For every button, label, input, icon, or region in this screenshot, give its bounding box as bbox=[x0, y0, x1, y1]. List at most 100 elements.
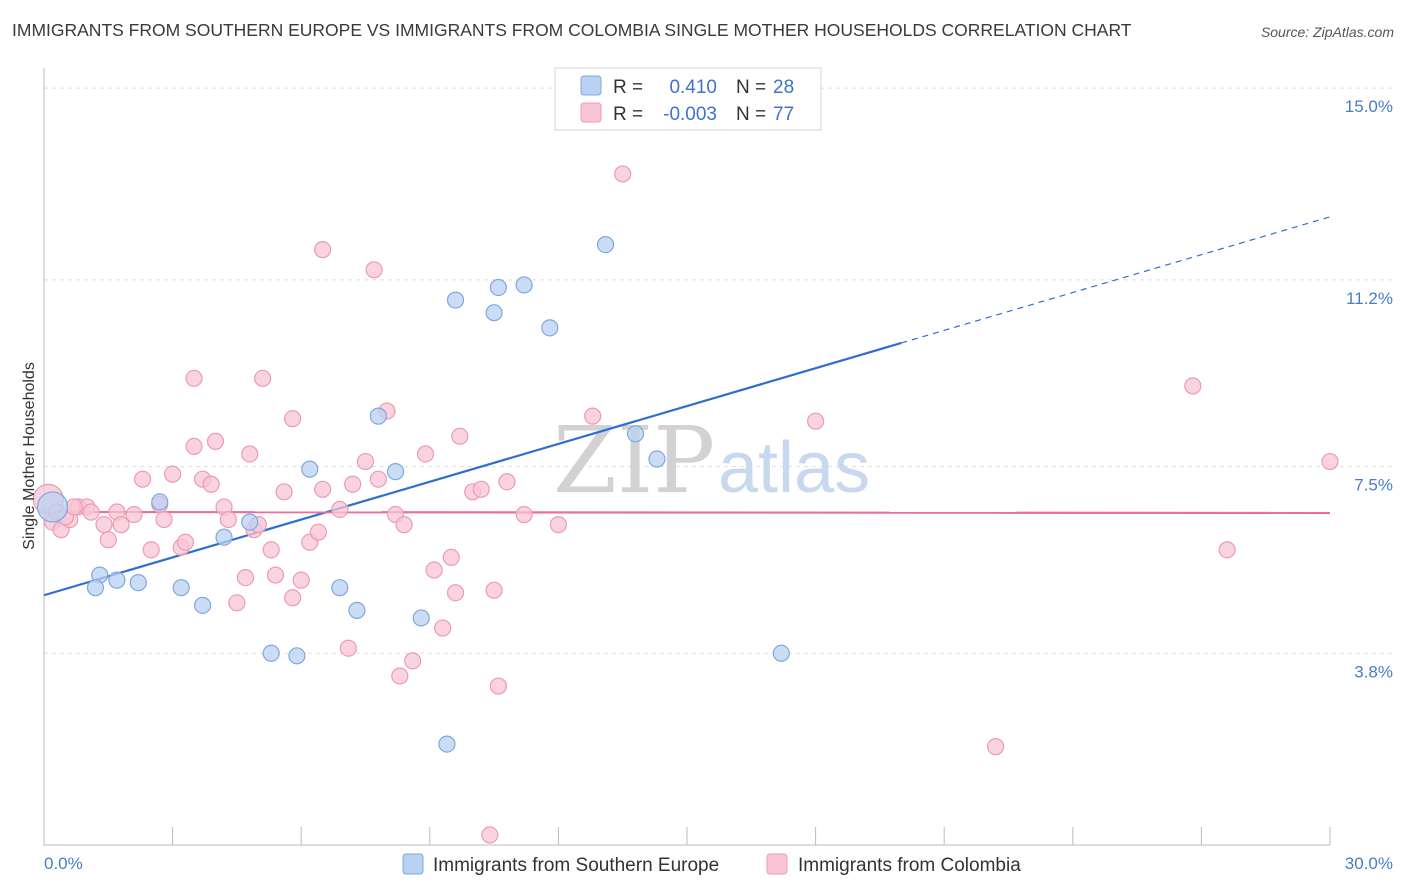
data-point bbox=[262, 644, 280, 662]
series-colombia-points bbox=[32, 165, 1339, 844]
data-point bbox=[404, 652, 422, 670]
legend-bottom-label-blue: Immigrants from Southern Europe bbox=[433, 855, 719, 876]
data-point bbox=[446, 584, 465, 602]
data-point bbox=[395, 516, 413, 534]
trend-line-solid bbox=[43, 510, 1331, 515]
data-point bbox=[36, 491, 69, 523]
data-point bbox=[481, 826, 499, 844]
data-point bbox=[596, 235, 615, 254]
legend-top-swatch-pink bbox=[580, 102, 602, 123]
data-point bbox=[206, 432, 225, 450]
data-point bbox=[185, 369, 203, 387]
gridlines bbox=[44, 87, 1395, 654]
data-point bbox=[86, 579, 105, 597]
x-tick-label-min: 0.0% bbox=[44, 854, 83, 873]
source-credit: Source: ZipAtlas.com bbox=[1260, 24, 1394, 40]
data-point bbox=[365, 261, 383, 279]
data-point bbox=[219, 510, 237, 529]
data-point bbox=[99, 531, 117, 549]
data-point bbox=[541, 319, 559, 337]
x-tick-label-max: 30.0% bbox=[1345, 854, 1393, 873]
data-point bbox=[301, 460, 319, 478]
data-point bbox=[489, 278, 507, 297]
chart-title: IMMIGRANTS FROM SOUTHERN EUROPE VS IMMIG… bbox=[12, 20, 1132, 40]
data-point bbox=[772, 644, 790, 662]
data-point bbox=[348, 601, 366, 619]
trend-line-dashed bbox=[901, 216, 1331, 344]
legend-top-r-label-pink: R = bbox=[613, 104, 643, 125]
data-point bbox=[1218, 541, 1236, 559]
x-axis-ticks bbox=[172, 827, 1331, 845]
data-point bbox=[288, 647, 306, 665]
legend-top-swatch-blue bbox=[580, 75, 602, 96]
data-point bbox=[369, 470, 387, 488]
data-point bbox=[95, 516, 113, 534]
data-point bbox=[472, 480, 490, 498]
data-point bbox=[82, 503, 100, 521]
data-point bbox=[155, 510, 173, 529]
legend-top-r-label-blue: R = bbox=[613, 77, 643, 98]
y-axis-tick-labels: 3.8% 7.5% 11.2% 15.0% bbox=[1345, 97, 1393, 681]
data-point bbox=[1321, 452, 1339, 471]
data-point bbox=[241, 445, 259, 463]
data-point bbox=[172, 579, 190, 597]
data-point bbox=[806, 412, 825, 430]
data-point bbox=[648, 450, 666, 468]
data-point bbox=[254, 369, 272, 387]
series-southern-europe-points bbox=[36, 235, 790, 753]
data-point bbox=[65, 498, 83, 516]
legend-bottom-swatch-blue bbox=[402, 853, 424, 875]
data-point bbox=[614, 165, 632, 183]
y-tick-label: 3.8% bbox=[1354, 662, 1393, 681]
data-point bbox=[185, 437, 203, 456]
data-point bbox=[314, 241, 332, 259]
legend-top-n-value-pink: 77 bbox=[773, 104, 794, 125]
data-point bbox=[434, 619, 452, 637]
data-point bbox=[416, 445, 435, 463]
watermark-atlas: atlas bbox=[718, 428, 870, 508]
data-point bbox=[356, 452, 375, 471]
legend-top-n-value-blue: 28 bbox=[773, 77, 794, 98]
data-point bbox=[485, 581, 503, 599]
legend-bottom-label-pink: Immigrants from Colombia bbox=[798, 855, 1021, 876]
data-point bbox=[133, 470, 152, 488]
data-point bbox=[236, 568, 255, 587]
y-tick-label: 15.0% bbox=[1345, 97, 1393, 116]
data-point bbox=[626, 425, 645, 443]
data-point bbox=[584, 407, 602, 425]
data-point bbox=[292, 571, 310, 589]
data-point bbox=[438, 735, 456, 753]
data-point bbox=[485, 304, 503, 322]
data-point bbox=[442, 548, 460, 567]
y-tick-label: 11.2% bbox=[1346, 289, 1393, 308]
data-point bbox=[176, 533, 195, 551]
data-point bbox=[386, 463, 405, 481]
data-point bbox=[314, 480, 332, 498]
data-point bbox=[369, 407, 387, 425]
data-point bbox=[425, 561, 443, 579]
data-point bbox=[112, 516, 130, 534]
data-point bbox=[129, 574, 147, 592]
data-point bbox=[142, 541, 160, 559]
trend-lines bbox=[43, 216, 1331, 597]
y-tick-label: 7.5% bbox=[1354, 476, 1393, 495]
data-point bbox=[515, 505, 533, 524]
data-point bbox=[331, 579, 349, 597]
data-point bbox=[275, 483, 293, 501]
data-point bbox=[228, 594, 246, 612]
legend-top: R = 0.410 N = 28 R = -0.003 N = 77 bbox=[554, 67, 822, 131]
legend-top-r-value-pink: -0.003 bbox=[663, 104, 717, 125]
data-point bbox=[339, 639, 357, 657]
data-point bbox=[215, 528, 233, 546]
data-point bbox=[202, 475, 220, 493]
data-point bbox=[987, 738, 1005, 756]
legend-top-r-value-blue: 0.410 bbox=[669, 77, 717, 98]
legend-top-n-label-blue: N = bbox=[736, 77, 766, 98]
data-point bbox=[451, 427, 469, 445]
data-point bbox=[498, 473, 516, 491]
data-point bbox=[266, 566, 285, 584]
watermark-zip: ZIP bbox=[553, 407, 715, 514]
legend-top-n-label-pink: N = bbox=[736, 104, 766, 125]
data-point bbox=[309, 523, 327, 541]
